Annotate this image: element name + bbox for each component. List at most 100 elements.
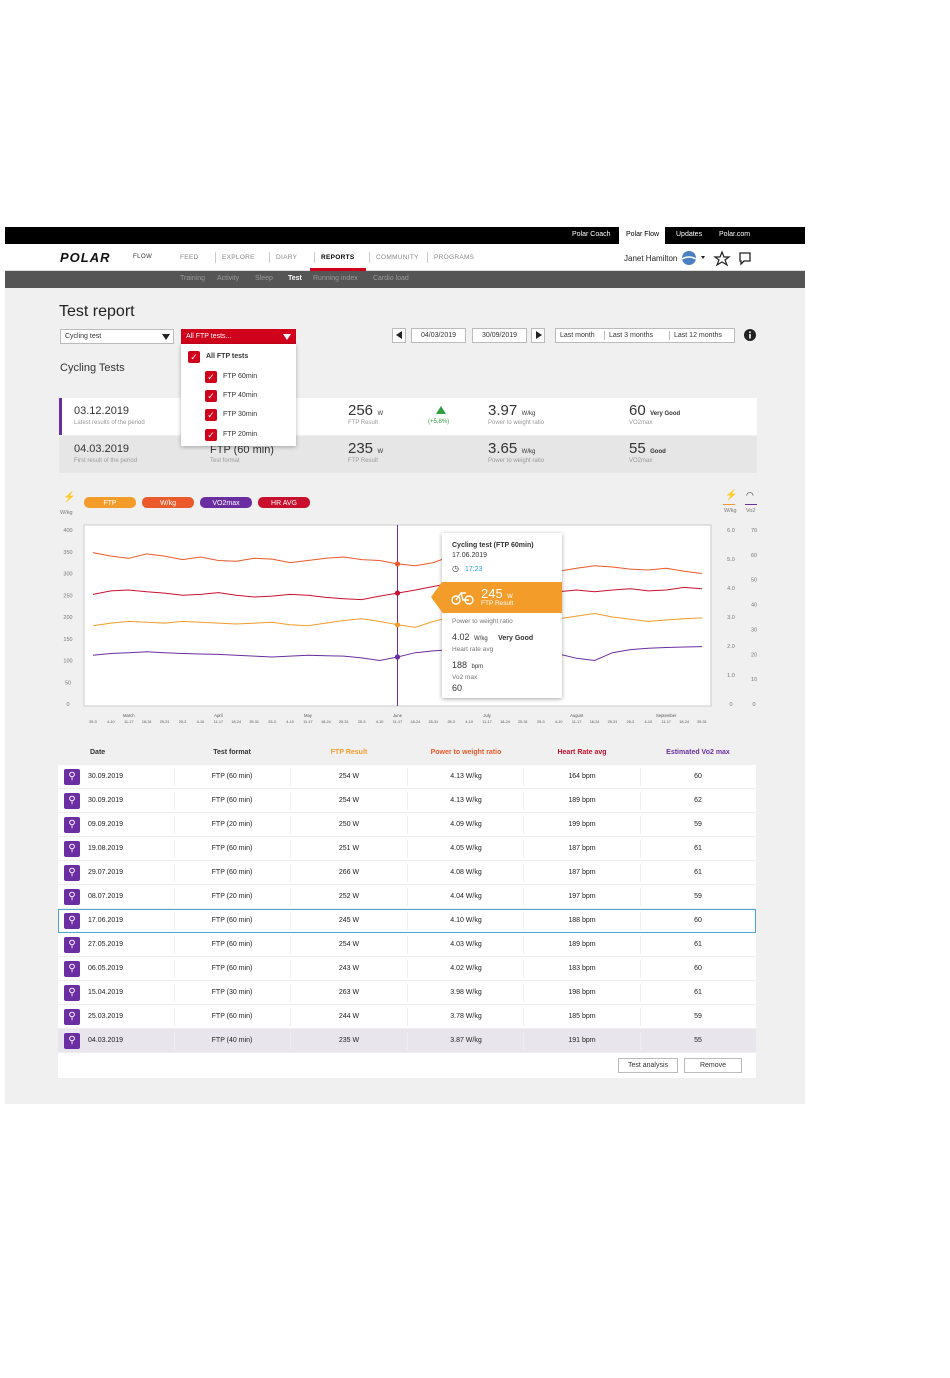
section-title: Cycling Tests xyxy=(60,362,125,374)
table-cell: 06.05.2019 xyxy=(88,965,124,972)
cell-divider xyxy=(290,1032,291,1050)
value: 3.97 xyxy=(488,402,518,419)
table-cell: FTP (20 min) xyxy=(211,893,253,900)
checkbox[interactable]: ✓ xyxy=(205,371,217,383)
cell-divider xyxy=(290,792,291,810)
nav-separator xyxy=(215,252,216,263)
range-separator xyxy=(604,331,605,340)
nav-item[interactable]: COMMUNITY xyxy=(376,254,419,261)
table-cell: 19.08.2019 xyxy=(88,845,124,852)
cell-divider xyxy=(523,1032,524,1050)
nav-item[interactable]: DIARY xyxy=(276,254,298,261)
nav-item[interactable]: FEED xyxy=(180,254,199,261)
top-link[interactable]: Updates xyxy=(676,231,703,238)
table-cell: 243 W xyxy=(338,965,360,972)
table-cell: 29.07.2019 xyxy=(88,869,124,876)
checkbox[interactable]: ✓ xyxy=(205,409,217,421)
cell-divider xyxy=(290,1008,291,1026)
message-icon[interactable] xyxy=(739,252,751,266)
table-cell: 187 bpm xyxy=(568,869,596,876)
cell-divider xyxy=(523,816,524,834)
sport-dropdown[interactable] xyxy=(60,329,174,344)
caption: VO2max xyxy=(629,458,653,464)
cell-divider xyxy=(290,984,291,1002)
cell-divider xyxy=(407,1032,408,1050)
subnav-item[interactable]: Activity xyxy=(217,275,240,282)
range-button[interactable]: Last 12 months xyxy=(674,332,722,339)
menu-option[interactable]: FTP 60min xyxy=(223,373,258,380)
page-title: Test report xyxy=(59,303,135,320)
top-link[interactable]: Polar.com xyxy=(719,231,751,238)
value: 256 xyxy=(348,402,374,419)
logo[interactable]: POLAR xyxy=(60,250,111,265)
subnav-item[interactable]: Running index xyxy=(313,275,358,282)
table-cell: 254 W xyxy=(338,797,360,804)
table-cell: 17.06.2019 xyxy=(88,917,124,924)
nav-item[interactable]: REPORTS xyxy=(321,254,355,261)
checkbox[interactable]: ✓ xyxy=(205,429,217,441)
subnav-item[interactable]: Training xyxy=(180,275,206,282)
table-cell: 59 xyxy=(694,1013,702,1020)
checkbox[interactable]: ✓ xyxy=(205,390,217,402)
date-to[interactable]: 30/09/2019 xyxy=(472,328,527,343)
table-cell: 62 xyxy=(694,797,702,804)
date-from[interactable]: 04/03/2019 xyxy=(411,328,466,343)
menu-option[interactable]: FTP 30min xyxy=(223,411,258,418)
summary-ftp: 235 W xyxy=(348,440,383,458)
cell-divider xyxy=(523,936,524,954)
caption: First result of the period xyxy=(74,458,138,464)
caption: Power to weight ratio xyxy=(452,618,513,625)
subnav-item[interactable]: Cardio load xyxy=(373,275,409,282)
menu-option[interactable]: FTP 20min xyxy=(223,431,258,438)
table-cell: FTP (60 min) xyxy=(211,845,253,852)
table-cell: FTP (40 min) xyxy=(211,1037,253,1044)
table-cell: FTP (60 min) xyxy=(211,1013,253,1020)
range-separator xyxy=(669,331,670,340)
table-header: Heart Rate avg xyxy=(557,749,607,756)
button[interactable]: Test analysis xyxy=(618,1058,678,1073)
test-dropdown[interactable] xyxy=(181,329,296,344)
menu-option[interactable]: All FTP tests xyxy=(206,353,249,360)
rating: Very Good xyxy=(650,411,681,417)
user-name[interactable]: Janet Hamilton xyxy=(624,254,678,263)
cell-divider xyxy=(407,936,408,954)
value: 3.65 xyxy=(488,440,518,457)
value: 4.02 xyxy=(452,632,470,642)
table-cell: 263 W xyxy=(338,989,360,996)
value: 55 xyxy=(629,440,646,457)
checkbox[interactable]: ✓ xyxy=(188,351,200,363)
menu-option[interactable]: FTP 40min xyxy=(223,392,258,399)
cell-divider xyxy=(290,936,291,954)
table-cell: 199 bpm xyxy=(568,821,596,828)
prev-arrow xyxy=(396,331,402,339)
subnav-item[interactable]: Test xyxy=(288,275,302,282)
range-button[interactable]: Last month xyxy=(560,332,595,339)
cell-divider xyxy=(407,984,408,1002)
table-cell: 183 bpm xyxy=(568,965,596,972)
subnav-item[interactable]: Sleep xyxy=(255,275,273,282)
cell-divider xyxy=(174,984,175,1002)
nav-item[interactable]: EXPLORE xyxy=(222,254,255,261)
cell-divider xyxy=(640,1008,641,1026)
change: (+5,8%) xyxy=(428,419,450,425)
button[interactable]: Remove xyxy=(684,1058,742,1073)
avatar[interactable] xyxy=(682,251,696,265)
table-header: Test format xyxy=(213,749,251,756)
nav-item[interactable]: PROGRAMS xyxy=(434,254,475,261)
tooltip-vo2: 60 xyxy=(452,683,463,693)
table-cell: FTP (60 min) xyxy=(211,773,253,780)
table-cell: 250 W xyxy=(338,821,360,828)
cell-divider xyxy=(174,912,175,930)
user-caret[interactable] xyxy=(701,256,705,259)
star-icon[interactable] xyxy=(713,250,731,267)
axis-underline xyxy=(723,504,735,505)
cell-divider xyxy=(174,1032,175,1050)
info-icon[interactable] xyxy=(743,328,757,342)
table-cell: 4.13 W/kg xyxy=(450,773,482,780)
top-link[interactable]: Polar Flow xyxy=(626,231,660,238)
range-button[interactable]: Last 3 months xyxy=(609,332,653,339)
sport-icon: ⚲ xyxy=(64,961,80,977)
sport-icon: ⚲ xyxy=(64,769,80,785)
top-link[interactable]: Polar Coach xyxy=(572,231,611,238)
cell-divider xyxy=(640,768,641,786)
